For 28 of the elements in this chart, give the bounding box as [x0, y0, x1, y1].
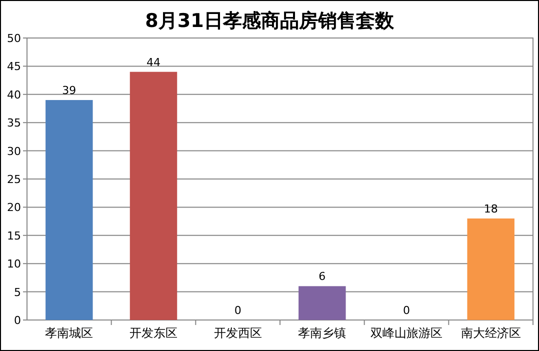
x-tick-label: 开发东区 [130, 326, 178, 340]
y-tick-label: 40 [7, 88, 21, 102]
x-tick-label: 孝南乡镇 [298, 326, 346, 340]
bar [46, 100, 93, 320]
data-label: 44 [146, 56, 160, 69]
x-tick-label: 开发西区 [214, 326, 262, 340]
data-label: 39 [62, 84, 76, 98]
x-tick-label: 双峰山旅游区 [370, 326, 442, 340]
data-label: 0 [234, 304, 242, 317]
y-tick-label: 0 [14, 314, 21, 327]
y-tick-label: 25 [7, 173, 21, 186]
bar [467, 218, 514, 320]
y-tick-label: 45 [7, 60, 21, 74]
y-tick-label: 50 [7, 32, 21, 45]
y-tick-label: 10 [7, 258, 21, 271]
y-tick-label: 5 [14, 286, 21, 299]
x-tick-label: 南大经济区 [460, 326, 521, 340]
data-label: 6 [318, 270, 326, 284]
data-label: 0 [403, 304, 410, 317]
x-tick-label: 孝南城区 [45, 326, 94, 340]
chart-title: 8月31日孝感商品房销售套数 [145, 10, 395, 32]
data-label: 18 [484, 202, 498, 216]
bar [130, 72, 178, 320]
y-tick-label: 30 [7, 144, 21, 158]
y-tick-label: 20 [7, 201, 21, 214]
y-tick-label: 15 [7, 229, 21, 242]
bar [298, 286, 346, 320]
y-tick-label: 35 [7, 116, 21, 130]
